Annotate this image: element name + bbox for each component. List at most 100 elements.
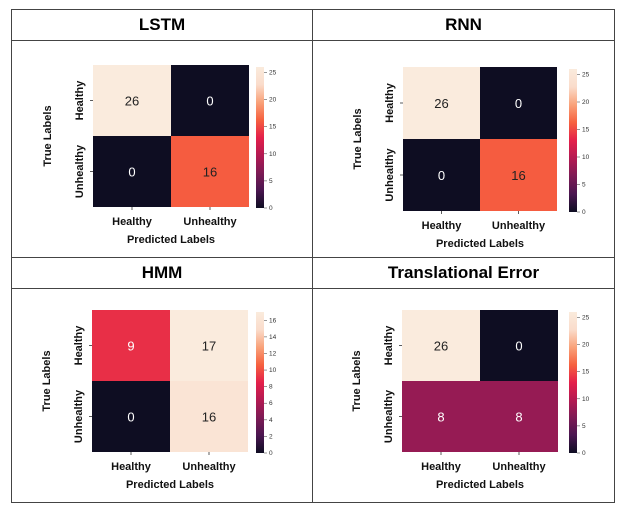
- cell-value-label: 0: [127, 410, 134, 425]
- rnn-panel: RNN 26 0 0 16 Healthy Unhealthy Healthy Unhealt…: [313, 10, 614, 258]
- x-tick-label: Healthy: [112, 216, 153, 228]
- hmm-panel: HMM 9 17 0 16 Healthy Unhealthy Healthy Unhealt…: [12, 258, 313, 502]
- panel-title: RNN: [313, 10, 614, 41]
- colorbar-tick-label: 5: [269, 178, 273, 185]
- cell-value-label: 16: [203, 165, 217, 180]
- x-tick-label: Unhealthy: [182, 461, 236, 473]
- cell-value-label: 0: [206, 94, 213, 109]
- y-tick-label: Healthy: [73, 325, 85, 366]
- heatmap-cell: [402, 310, 480, 381]
- heatmap-cell: [93, 136, 171, 207]
- cell-value-label: 8: [437, 410, 444, 425]
- x-tick-label: Healthy: [421, 461, 462, 473]
- cell-value-label: 26: [434, 96, 448, 111]
- colorbar-tick-label: 2: [269, 433, 273, 440]
- colorbar: [256, 67, 264, 208]
- y-axis-label: True Labels: [42, 105, 54, 166]
- y-axis-label: True Labels: [41, 350, 53, 411]
- heatmap-cell: [92, 310, 170, 381]
- cell-value-label: 26: [434, 339, 448, 354]
- colorbar-tick-label: 10: [269, 367, 277, 374]
- x-tick-label: Unhealthy: [492, 220, 546, 232]
- y-tick-label: Unhealthy: [74, 144, 86, 198]
- colorbar-tick-label: 15: [269, 124, 277, 131]
- colorbar-tick-label: 0: [269, 450, 273, 457]
- cell-value-label: 16: [511, 168, 525, 183]
- colorbar-tick-label: 25: [269, 69, 277, 76]
- colorbar-tick-label: 20: [582, 342, 590, 349]
- heatmap-cell: [171, 136, 249, 207]
- heatmap-cell: [480, 139, 557, 211]
- x-axis-label: Predicted Labels: [127, 234, 215, 246]
- x-tick-label: Unhealthy: [492, 461, 546, 473]
- colorbar-tick-label: 20: [582, 99, 590, 106]
- cell-value-label: 17: [202, 339, 216, 354]
- confusion-matrix-grid: LSTM 26 0 0 16 Healthy Unhealthy Healthy Unheal…: [11, 9, 615, 503]
- heatmap-cell: [480, 67, 557, 139]
- heatmap-cell: [92, 381, 170, 452]
- colorbar-tick-label: 5: [582, 423, 586, 430]
- y-axis-label: True Labels: [351, 350, 363, 411]
- colorbar: [569, 69, 577, 212]
- cell-value-label: 8: [515, 410, 522, 425]
- colorbar-tick-label: 14: [269, 334, 277, 341]
- cell-value-label: 0: [128, 165, 135, 180]
- colorbar-tick-label: 6: [269, 400, 273, 407]
- colorbar: [569, 312, 577, 453]
- cell-value-label: 16: [202, 410, 216, 425]
- x-axis-label: Predicted Labels: [436, 479, 524, 491]
- lstm-heatmap: 26 0 0 16 Healthy Unhealthy Healthy Unhealthy Pr…: [42, 65, 277, 246]
- x-axis-label: Predicted Labels: [436, 238, 524, 250]
- heatmap-cell: [171, 65, 249, 136]
- panel-title: Translational Error: [313, 258, 614, 289]
- colorbar-tick-label: 5: [582, 182, 586, 189]
- y-axis-label: True Labels: [352, 108, 364, 169]
- cell-value-label: 0: [438, 168, 445, 183]
- lstm-panel: LSTM 26 0 0 16 Healthy Unhealthy Healthy Unheal…: [12, 10, 313, 258]
- cell-value-label: 9: [127, 339, 134, 354]
- colorbar-tick-label: 0: [582, 450, 586, 457]
- heatmap-cell: [480, 310, 558, 381]
- x-tick-label: Healthy: [422, 220, 463, 232]
- colorbar-tick-label: 8: [269, 384, 273, 391]
- heatmap-cell: [480, 381, 558, 452]
- x-tick-label: Unhealthy: [183, 216, 237, 228]
- colorbar-tick-label: 0: [269, 205, 273, 212]
- colorbar-tick-label: 16: [269, 317, 277, 324]
- hmm-heatmap: 9 17 0 16 Healthy Unhealthy Healthy Unhealthy Pr…: [41, 310, 277, 491]
- heatmap-cell: [170, 381, 248, 452]
- colorbar-tick-label: 25: [582, 72, 590, 79]
- colorbar-tick-label: 15: [582, 369, 590, 376]
- heatmap-cell: [403, 139, 480, 211]
- heatmap-cell: [402, 381, 480, 452]
- translational-error-panel: Translational Error 26 0 8 8 Healthy Unhealth…: [313, 258, 614, 502]
- colorbar-tick-label: 4: [269, 417, 273, 424]
- translational-error-heatmap: 26 0 8 8 Healthy Unhealthy Healthy Unhealthy Pre…: [351, 310, 590, 491]
- panel-title: HMM: [12, 258, 312, 289]
- y-tick-label: Unhealthy: [73, 389, 85, 443]
- heatmap-cell: [93, 65, 171, 136]
- y-tick-label: Healthy: [383, 325, 395, 366]
- rnn-heatmap: 26 0 0 16 Healthy Unhealthy Healthy Unhealthy Pr…: [352, 67, 590, 250]
- colorbar-tick-label: 0: [582, 209, 586, 216]
- colorbar-tick-label: 10: [269, 151, 277, 158]
- x-axis-label: Predicted Labels: [126, 479, 214, 491]
- x-tick-label: Healthy: [111, 461, 152, 473]
- colorbar-tick-label: 10: [582, 154, 590, 161]
- colorbar-tick-label: 25: [582, 314, 590, 321]
- colorbar-tick-label: 20: [269, 97, 277, 104]
- y-tick-label: Unhealthy: [384, 148, 396, 202]
- heatmap-cell: [170, 310, 248, 381]
- colorbar: [256, 312, 264, 453]
- colorbar-tick-label: 12: [269, 350, 277, 357]
- cell-value-label: 0: [515, 96, 522, 111]
- y-tick-label: Healthy: [384, 82, 396, 123]
- cell-value-label: 26: [125, 94, 139, 109]
- panel-title: LSTM: [12, 10, 312, 41]
- y-tick-label: Unhealthy: [383, 389, 395, 443]
- colorbar-tick-label: 15: [582, 127, 590, 134]
- y-tick-label: Healthy: [74, 80, 86, 121]
- heatmap-cell: [403, 67, 480, 139]
- colorbar-tick-label: 10: [582, 396, 590, 403]
- cell-value-label: 0: [515, 339, 522, 354]
